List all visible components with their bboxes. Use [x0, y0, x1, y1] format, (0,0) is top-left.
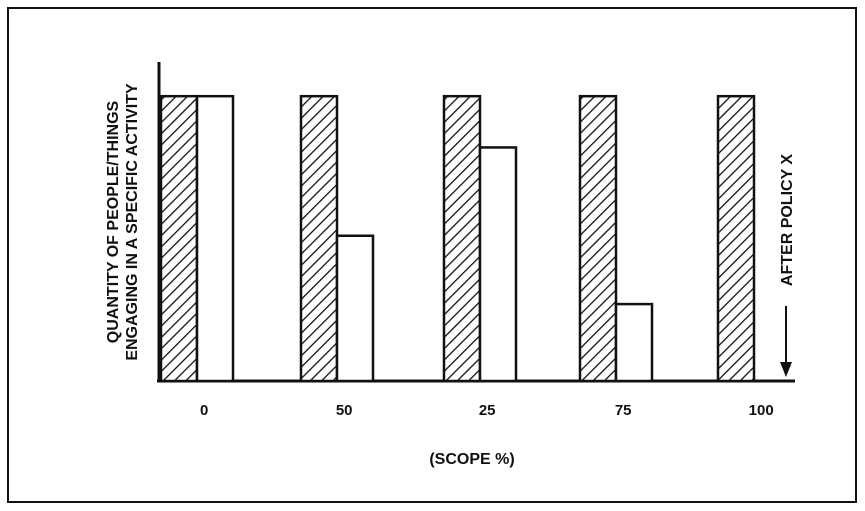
y-axis-title: QUANTITY OF PEOPLE/THINGS ENGAGING IN A …: [105, 83, 141, 361]
x-tick-label-100: 100: [749, 402, 774, 419]
hatched-bar-75: [578, 94, 618, 383]
y-axis-title-line-2: ENGAGING IN A SPECIFIC ACTIVITY: [124, 83, 141, 361]
x-tick-label-50: 50: [336, 402, 353, 419]
policy-annotation: AFTER POLICY X: [779, 154, 796, 377]
chart-frame: [7, 7, 857, 503]
open-bar-50: [335, 234, 375, 383]
hatched-bar-0: [159, 94, 199, 383]
hatched-bar-100: [716, 94, 756, 383]
x-tick-label-25: 25: [479, 402, 496, 419]
x-tick-label-0: 0: [200, 402, 208, 419]
bars-group: [159, 94, 756, 383]
x-axis-title: (SCOPE %): [429, 451, 514, 468]
hatched-bar-25: [442, 94, 482, 383]
x-tick-label-75: 75: [615, 402, 632, 419]
open-bar-75: [614, 302, 654, 383]
x-tick-labels: 0 50 25 75 100: [200, 402, 774, 419]
policy-annotation-text: AFTER POLICY X: [779, 154, 796, 286]
open-bar-25: [478, 146, 518, 383]
open-bar-0: [195, 94, 235, 383]
hatched-bar-50: [299, 94, 339, 383]
down-arrow-icon: [780, 362, 792, 377]
y-axis-title-line-1: QUANTITY OF PEOPLE/THINGS: [105, 100, 122, 343]
